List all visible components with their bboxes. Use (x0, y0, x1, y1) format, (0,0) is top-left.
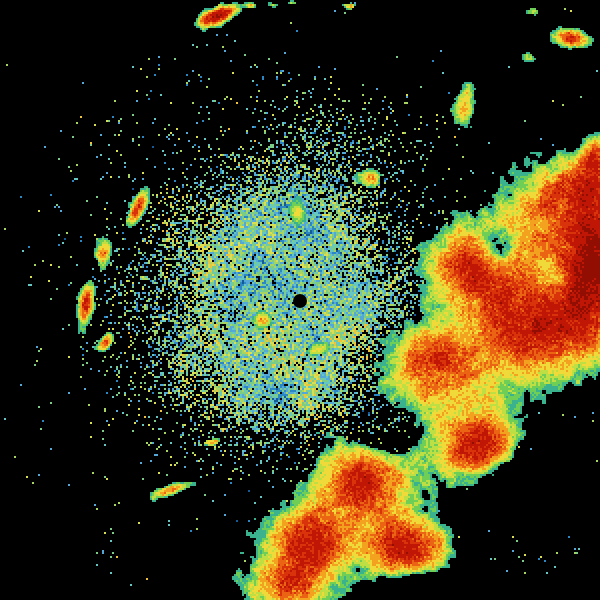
radar-screenshot (0, 0, 600, 600)
weather-radar-image-canvas (0, 0, 600, 600)
